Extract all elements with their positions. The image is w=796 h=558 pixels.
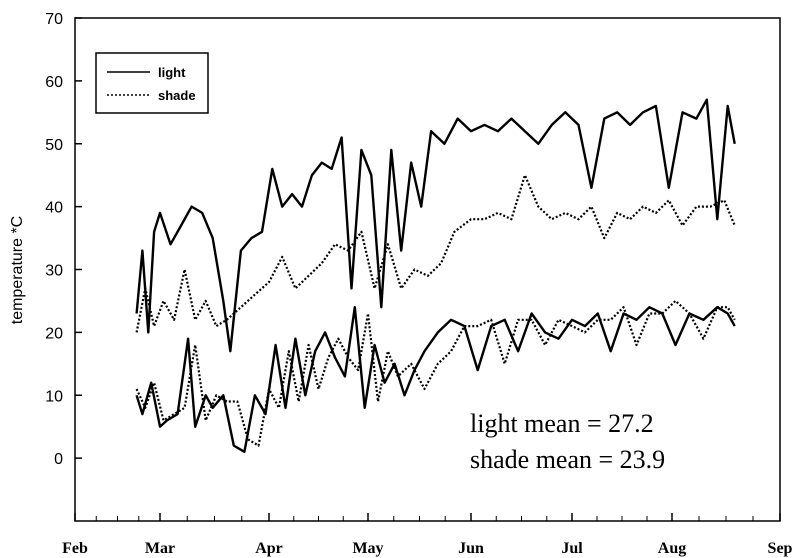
legend-shade-label: shade [158, 88, 196, 103]
x-month-label: Jul [561, 540, 583, 557]
legend: light shade [95, 52, 209, 114]
x-month-label: Feb [62, 540, 88, 557]
y-axis: 0 10 20 30 40 50 60 70 [45, 11, 82, 468]
x-month-label: Apr [255, 540, 283, 557]
y-tick-label: 0 [54, 451, 63, 468]
y-tick-label: 30 [45, 263, 63, 280]
y-tick-label: 40 [45, 200, 63, 217]
y-tick-label: 10 [45, 388, 63, 405]
series-light-min-line [135, 306, 736, 453]
y-tick-label: 70 [45, 11, 63, 28]
y-axis-title: temperature *C [9, 216, 26, 325]
legend-light-label: light [158, 65, 186, 80]
series-layer [135, 98, 736, 453]
x-month-label: May [352, 540, 383, 557]
x-month-label: Mar [145, 540, 175, 557]
y-tick-label: 60 [45, 74, 63, 91]
shade-mean-annotation: shade mean = 23.9 [470, 445, 665, 474]
series-shade-max-line [135, 174, 736, 333]
series-shade-min-line [135, 299, 736, 447]
x-axis: Feb Mar Apr May Jun Jul Aug Sep [62, 513, 793, 557]
y-tick-label: 20 [45, 325, 63, 342]
light-mean-annotation: light mean = 27.2 [470, 409, 654, 438]
y-tick-label: 50 [45, 137, 63, 154]
legend-box [95, 52, 209, 114]
x-month-label: Sep [768, 540, 793, 557]
x-month-label: Jun [458, 540, 484, 557]
series-light-max-line [135, 98, 736, 353]
x-month-label: Aug [658, 540, 686, 557]
